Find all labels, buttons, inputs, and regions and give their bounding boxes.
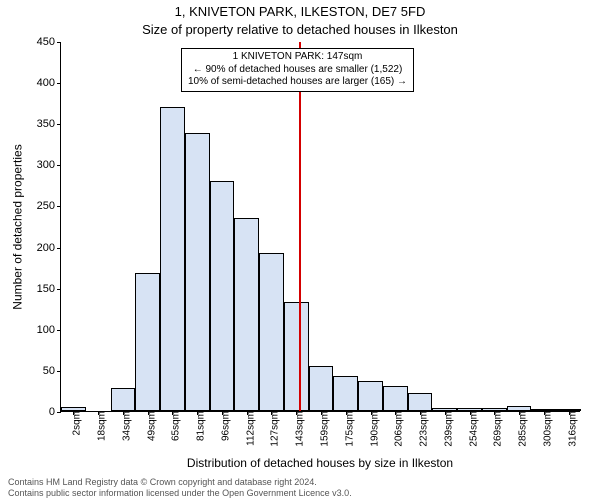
callout-line: 10% of semi-detached houses are larger (… <box>188 76 407 89</box>
x-tick: 190sqm <box>367 411 380 447</box>
x-tick: 96sqm <box>218 411 231 441</box>
x-tick: 65sqm <box>169 411 182 441</box>
callout-box: 1 KNIVETON PARK: 147sqm← 90% of detached… <box>181 48 414 92</box>
histogram-bar <box>234 218 259 411</box>
footer-attribution: Contains HM Land Registry data © Crown c… <box>8 477 352 498</box>
x-tick: 2sqm <box>70 411 83 435</box>
histogram-bar <box>111 388 136 411</box>
y-tick: 450 <box>37 36 61 48</box>
y-tick: 50 <box>43 365 61 377</box>
histogram-bar <box>135 273 160 411</box>
callout-line: ← 90% of detached houses are smaller (1,… <box>188 64 407 77</box>
x-tick: 49sqm <box>144 411 157 441</box>
y-tick: 400 <box>37 77 61 89</box>
y-tick: 150 <box>37 283 61 295</box>
x-tick: 269sqm <box>491 411 504 447</box>
x-tick: 112sqm <box>243 411 256 446</box>
histogram-bar <box>408 393 433 411</box>
histogram-bar <box>160 107 185 411</box>
x-tick: 285sqm <box>516 411 529 447</box>
x-tick: 223sqm <box>417 411 430 447</box>
x-tick: 175sqm <box>342 411 355 447</box>
x-axis-label: Distribution of detached houses by size … <box>60 456 580 470</box>
callout-line: 1 KNIVETON PARK: 147sqm <box>188 51 407 64</box>
x-tick: 127sqm <box>268 411 281 447</box>
chart-sub-title: Size of property relative to detached ho… <box>0 22 600 37</box>
histogram-bar <box>358 381 383 411</box>
histogram-bar <box>284 302 309 411</box>
y-tick: 0 <box>49 406 61 418</box>
histogram-bar <box>383 386 408 411</box>
histogram-bar <box>210 181 235 411</box>
x-tick: 300sqm <box>540 411 553 447</box>
x-tick: 254sqm <box>466 411 479 447</box>
footer-line-1: Contains HM Land Registry data © Crown c… <box>8 477 352 487</box>
plot-area: 0501001502002503003504004502sqm18sqm34sq… <box>60 42 580 412</box>
x-tick: 34sqm <box>119 411 132 441</box>
y-tick: 350 <box>37 118 61 130</box>
x-tick: 81sqm <box>194 411 207 441</box>
y-tick: 300 <box>37 159 61 171</box>
histogram-bar <box>309 366 334 411</box>
y-tick: 200 <box>37 242 61 254</box>
footer-line-2: Contains public sector information licen… <box>8 488 352 498</box>
x-tick: 143sqm <box>293 411 306 447</box>
y-axis-label-wrap: Number of detached properties <box>10 42 26 412</box>
x-tick: 206sqm <box>392 411 405 447</box>
chart-main-title: 1, KNIVETON PARK, ILKESTON, DE7 5FD <box>0 4 600 19</box>
histogram-bar <box>259 253 284 411</box>
histogram-bar <box>185 133 210 411</box>
reference-line <box>299 42 301 411</box>
x-tick: 159sqm <box>318 411 331 447</box>
y-tick: 250 <box>37 200 61 212</box>
x-tick: 18sqm <box>95 411 108 441</box>
x-tick: 316sqm <box>565 411 578 447</box>
y-tick: 100 <box>37 324 61 336</box>
y-axis-label: Number of detached properties <box>11 144 25 309</box>
histogram-bar <box>333 376 358 411</box>
x-tick: 239sqm <box>441 411 454 447</box>
